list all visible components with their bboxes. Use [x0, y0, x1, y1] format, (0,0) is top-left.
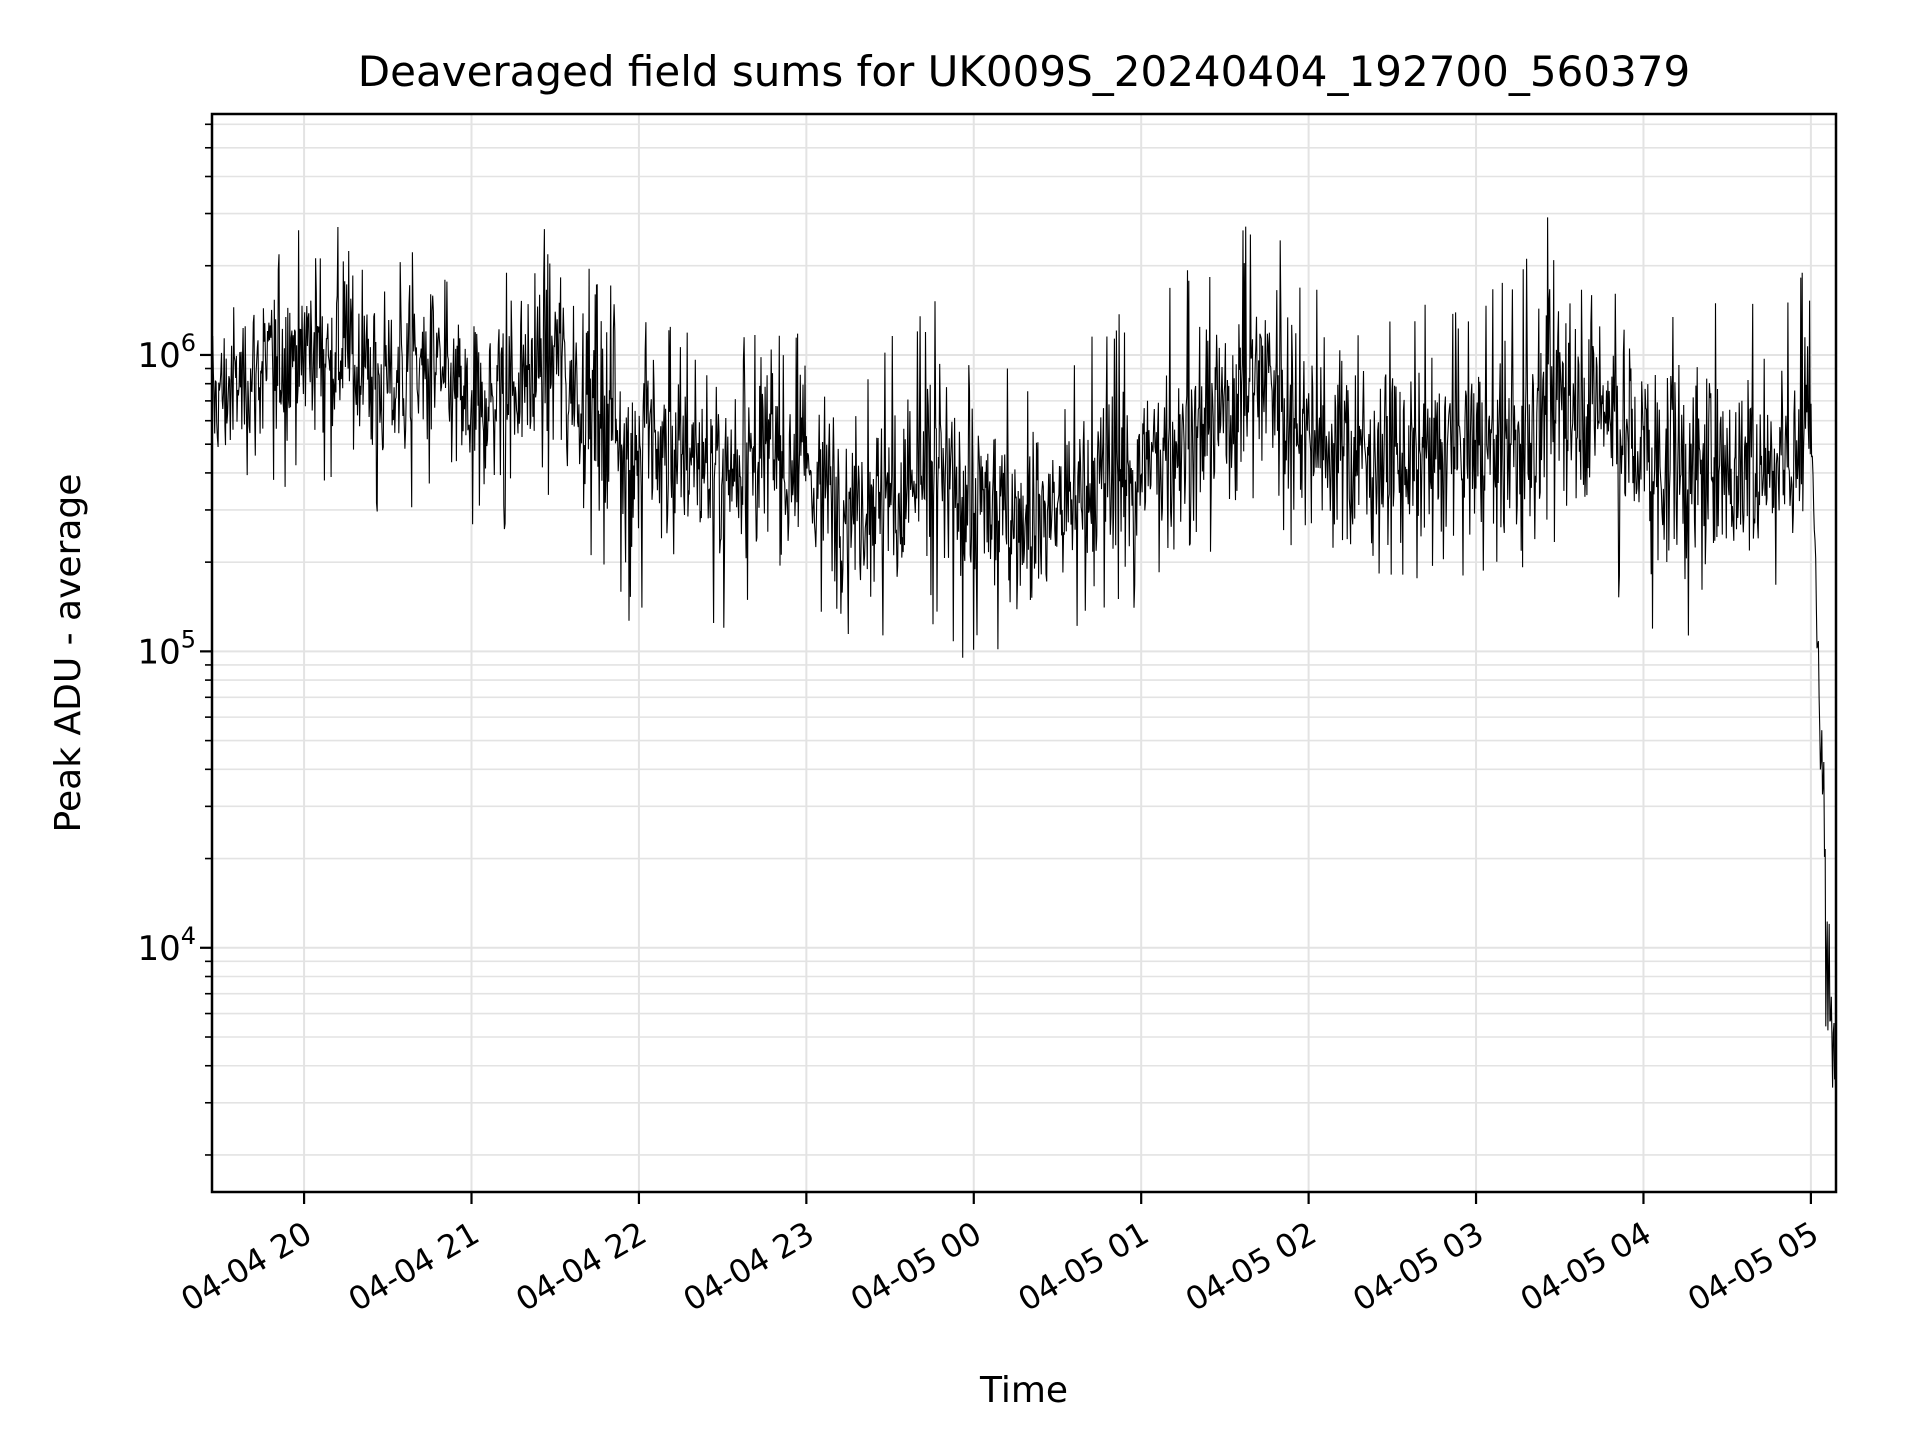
x-axis-label: Time	[979, 1370, 1068, 1411]
y-tick-label: 104	[137, 922, 196, 969]
y-axis-label: Peak ADU - average	[48, 474, 89, 833]
y-tick-label: 105	[137, 625, 196, 672]
series-line	[211, 217, 1837, 1112]
series-layer	[211, 217, 1837, 1112]
chart-title: Deaveraged field sums for UK009S_2024040…	[358, 47, 1690, 96]
grid	[212, 114, 1836, 1192]
y-tick-label: 106	[137, 329, 196, 376]
plot-frame	[210, 112, 1838, 1194]
